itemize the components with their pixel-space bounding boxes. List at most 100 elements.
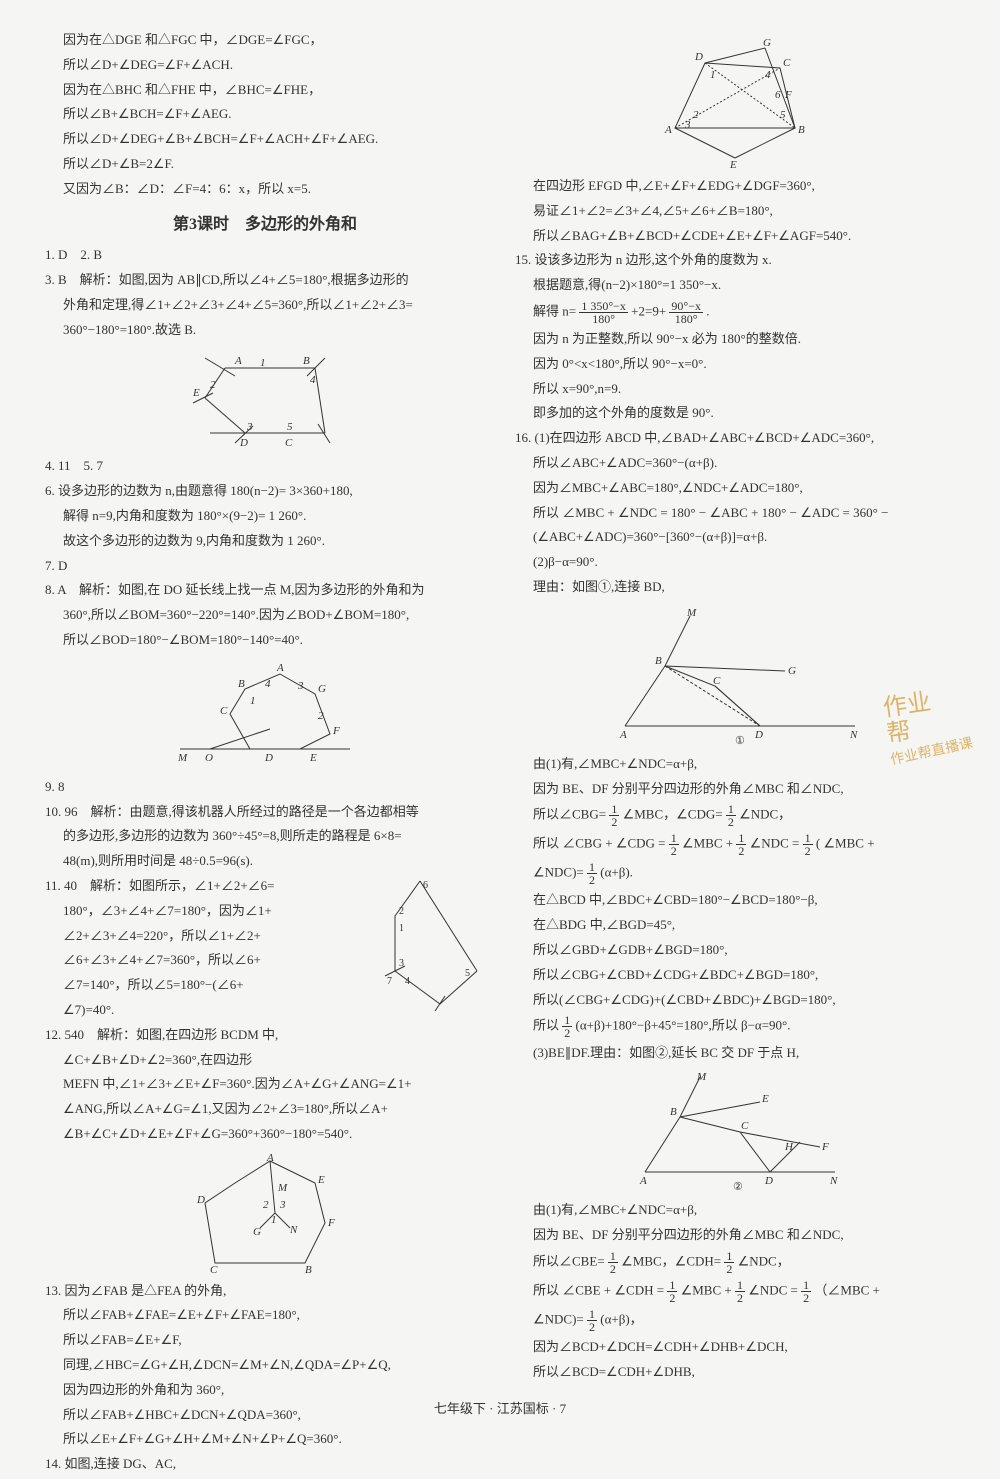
- svg-text:5: 5: [465, 968, 470, 979]
- svg-text:F: F: [327, 1217, 335, 1229]
- figure-q14: A B C D E F G 1 2 3 4 5 6: [515, 38, 955, 168]
- text-line: 所以∠GBD+∠GDB+∠BGD=180°,: [515, 940, 955, 961]
- svg-text:D: D: [239, 437, 248, 448]
- svg-text:E: E: [309, 752, 317, 764]
- text-line: 所以∠BAG+∠B+∠BCD+∠CDE+∠E+∠F+∠AGF=540°.: [515, 226, 955, 247]
- svg-text:E: E: [317, 1174, 325, 1186]
- svg-text:3: 3: [684, 119, 691, 131]
- svg-text:M: M: [177, 752, 188, 764]
- text-line: 所以 ∠MBC + ∠NDC = 180° − ∠ABC + 180° − ∠A…: [515, 503, 955, 524]
- text-line: 又因为∠B：∠D：∠F=4：6：x，所以 x=5.: [45, 179, 485, 200]
- svg-text:O: O: [205, 752, 213, 764]
- answer-line: 4. 11 5. 7: [45, 456, 485, 477]
- svg-text:1: 1: [260, 357, 266, 369]
- svg-text:3: 3: [399, 958, 404, 969]
- text-line: (3)BE∥DF.理由：如图②,延长 BC 交 DF 于点 H,: [515, 1043, 955, 1064]
- text-line: 故这个多边形的边数为 9,内角和度数为 1 260°.: [45, 531, 485, 552]
- text-line: 48(m),则所用时间是 48÷0.5=96(s).: [45, 851, 485, 872]
- two-column-layout: 因为在△DGE 和△FGC 中，∠DGE=∠FGC， 所以∠D+∠DEG=∠F+…: [45, 30, 955, 1479]
- text-line: 所以∠CBE= 12 ∠MBC，∠CDH= 12 ∠NDC，: [515, 1250, 955, 1275]
- svg-text:H: H: [784, 1141, 794, 1153]
- text-line: 即多加的这个外角的度数是 90°.: [515, 403, 955, 424]
- text-line: 所以∠CBG= 12 ∠MBC，∠CDG= 12 ∠NDC，: [515, 803, 955, 828]
- svg-text:4: 4: [310, 374, 316, 386]
- svg-text:G: G: [788, 665, 796, 677]
- text-line: 同理,∠HBC=∠G+∠H,∠DCN=∠M+∠N,∠QDA=∠P+∠Q,: [45, 1355, 485, 1376]
- figure-q3: A B C D E 1 2 3 4 5: [45, 348, 485, 448]
- svg-text:B: B: [238, 678, 245, 690]
- text-line: 理由：如图①,连接 BD,: [515, 577, 955, 598]
- text-line: 因为在△DGE 和△FGC 中，∠DGE=∠FGC，: [45, 30, 485, 51]
- svg-text:3: 3: [246, 421, 253, 433]
- text-line: 因为 0°<x<180°,所以 90°−x=0°.: [515, 354, 955, 375]
- text-line: ∠7)=40°.: [45, 1000, 357, 1021]
- svg-text:A: A: [276, 662, 284, 674]
- text-line: (∠ABC+∠ADC)=360°−[360°−(α+β)]=α+β.: [515, 527, 955, 548]
- text-line: ∠NDC)= 12 (α+β)，: [515, 1308, 955, 1333]
- text-line: 360°−180°=180°.故选 B.: [45, 320, 485, 341]
- answer-line: 10. 96 解析：由题意,得该机器人所经过的路径是一个各边都相等: [45, 802, 485, 823]
- svg-text:G: G: [318, 683, 326, 695]
- text-line: 所以(∠CBG+∠CDG)+(∠CBD+∠BDC)+∠BGD=180°,: [515, 990, 955, 1011]
- answer-line: 3. B 解析：如图,因为 AB∥CD,所以∠4+∠5=180°,根据多边形的: [45, 270, 485, 291]
- svg-text:C: C: [210, 1264, 218, 1273]
- text-line: 在四边形 EFGD 中,∠E+∠F+∠EDG+∠DGF=360°,: [515, 176, 955, 197]
- text-line: 所以∠D+∠B=2∠F.: [45, 154, 485, 175]
- svg-text:N: N: [829, 1175, 838, 1187]
- svg-text:2: 2: [263, 1199, 269, 1211]
- svg-text:1: 1: [399, 923, 404, 934]
- svg-text:E: E: [192, 387, 200, 399]
- text-line: ∠NDC)= 12 (α+β).: [515, 861, 955, 886]
- answer-line: 14. 如图,连接 DG、AC,: [45, 1454, 485, 1475]
- svg-text:①: ①: [735, 735, 745, 746]
- svg-text:N: N: [289, 1224, 298, 1236]
- svg-text:6: 6: [423, 880, 428, 891]
- svg-text:E: E: [729, 159, 737, 168]
- text-line: 在△BDG 中,∠BGD=45°,: [515, 915, 955, 936]
- svg-text:F: F: [784, 89, 792, 101]
- right-column: A B C D E F G 1 2 3 4 5 6 在四边形 EFGD 中,∠E…: [515, 30, 955, 1479]
- text-line: 所以∠D+∠DEG+∠B+∠BCH=∠F+∠ACH+∠F+∠AEG.: [45, 129, 485, 150]
- svg-text:C: C: [741, 1120, 749, 1132]
- svg-text:1: 1: [250, 695, 256, 707]
- text-line: 根据题意,得(n−2)×180°=1 350°−x.: [515, 275, 955, 296]
- svg-text:3: 3: [297, 680, 304, 692]
- text-line: 由(1)有,∠MBC+∠NDC=α+β,: [515, 754, 955, 775]
- figure-q16-1: A B C D G M N ①: [515, 606, 955, 746]
- answer-line: 15. 设该多边形为 n 边形,这个外角的度数为 x.: [515, 250, 955, 271]
- figure-q8: A B C D E F G M O 2 3 4 1: [45, 659, 485, 769]
- text-line: ∠C+∠B+∠D+∠2=360°,在四边形: [45, 1050, 357, 1071]
- text-line: 的多边形,多边形的边数为 360°÷45°=8,则所走的路程是 6×8=: [45, 826, 485, 847]
- svg-text:B: B: [655, 655, 662, 667]
- svg-text:4: 4: [405, 976, 410, 987]
- text-line: ∠ANG,所以∠A+∠G=∠1,又因为∠2+∠3=180°,所以∠A+: [45, 1099, 485, 1120]
- text-line: 所以∠D+∠DEG=∠F+∠ACH.: [45, 55, 485, 76]
- text-line: 因为∠BCD+∠DCH=∠CDH+∠DHB+∠DCH,: [515, 1337, 955, 1358]
- text-line: 所以 ∠CBE + ∠CDH = 12 ∠MBC + 12 ∠NDC = 12 …: [515, 1279, 955, 1304]
- text-line: ∠7=140°，所以∠5=180°−(∠6+: [45, 975, 357, 996]
- svg-text:D: D: [196, 1194, 205, 1206]
- svg-text:C: C: [713, 675, 721, 687]
- text-line: 外角和定理,得∠1+∠2+∠3+∠4+∠5=360°,所以∠1+∠2+∠3=: [45, 295, 485, 316]
- svg-text:B: B: [798, 124, 805, 136]
- svg-text:C: C: [285, 437, 293, 448]
- text-line: MEFN 中,∠1+∠3+∠E+∠F=360°.因为∠A+∠G+∠ANG=∠1+: [45, 1074, 485, 1095]
- text-line: 因为 BE、DF 分别平分四边形的外角∠MBC 和∠NDC,: [515, 779, 955, 800]
- answer-line: 11. 40 解析：如图所示，∠1+∠2+∠6=: [45, 876, 357, 897]
- svg-text:4: 4: [265, 678, 271, 690]
- svg-text:C: C: [783, 57, 791, 69]
- svg-text:D: D: [764, 1175, 773, 1187]
- answer-line: 9. 8: [45, 777, 485, 798]
- svg-text:2: 2: [318, 710, 324, 722]
- svg-text:2: 2: [210, 379, 216, 391]
- svg-text:N: N: [849, 729, 858, 741]
- svg-text:D: D: [264, 752, 273, 764]
- answer-line: 8. A 解析：如图,在 DO 延长线上找一点 M,因为多边形的外角和为: [45, 580, 485, 601]
- svg-text:6: 6: [775, 89, 781, 101]
- svg-text:M: M: [686, 607, 697, 619]
- answer-line: 13. 因为∠FAB 是△FEA 的外角,: [45, 1281, 485, 1302]
- svg-text:B: B: [303, 355, 310, 367]
- svg-text:5: 5: [287, 421, 293, 433]
- svg-text:1: 1: [710, 69, 716, 81]
- text-line: 360°,所以∠BOM=360°−220°=140°.因为∠BOD+∠BOM=1…: [45, 605, 485, 626]
